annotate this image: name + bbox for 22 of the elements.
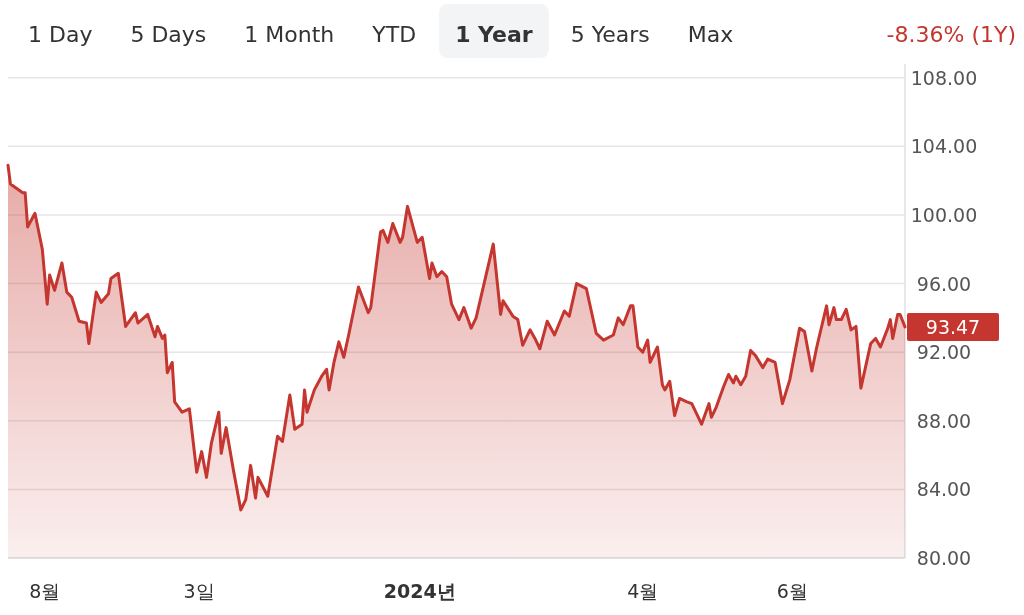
y-tick-label: 84.00 xyxy=(916,478,972,501)
text: 1 Day xyxy=(28,22,93,47)
y-tick-label: 80.00 xyxy=(916,547,972,569)
y-tick-label: 88.00 xyxy=(916,409,972,432)
x-tick-label: 6월 xyxy=(776,580,808,602)
text: 5 Years xyxy=(570,22,650,47)
text: Max xyxy=(687,22,734,47)
y-tick-label: 100.00 xyxy=(910,203,978,226)
text: 1 Year xyxy=(455,22,533,47)
y-tick-label: 92.00 xyxy=(916,341,972,364)
text: 5 Days xyxy=(130,22,207,47)
y-tick-label: 104.00 xyxy=(910,135,978,158)
y-tick-label: 96.00 xyxy=(916,272,972,295)
x-tick-label: 3일 xyxy=(183,580,215,602)
x-tick-label: 8월 xyxy=(29,580,61,602)
x-tick-label: 2024년 xyxy=(383,580,456,602)
text: YTD xyxy=(371,22,417,47)
text: -8.36% (1Y) xyxy=(886,22,1016,47)
data-label: 93.47 xyxy=(925,315,981,338)
text: 1 Month xyxy=(244,22,335,47)
x-tick-label: 4월 xyxy=(627,580,659,602)
y-tick-label: 108.00 xyxy=(910,66,978,89)
